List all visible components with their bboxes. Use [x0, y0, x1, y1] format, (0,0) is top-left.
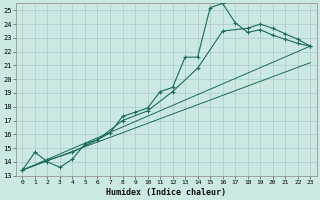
X-axis label: Humidex (Indice chaleur): Humidex (Indice chaleur) — [106, 188, 226, 197]
